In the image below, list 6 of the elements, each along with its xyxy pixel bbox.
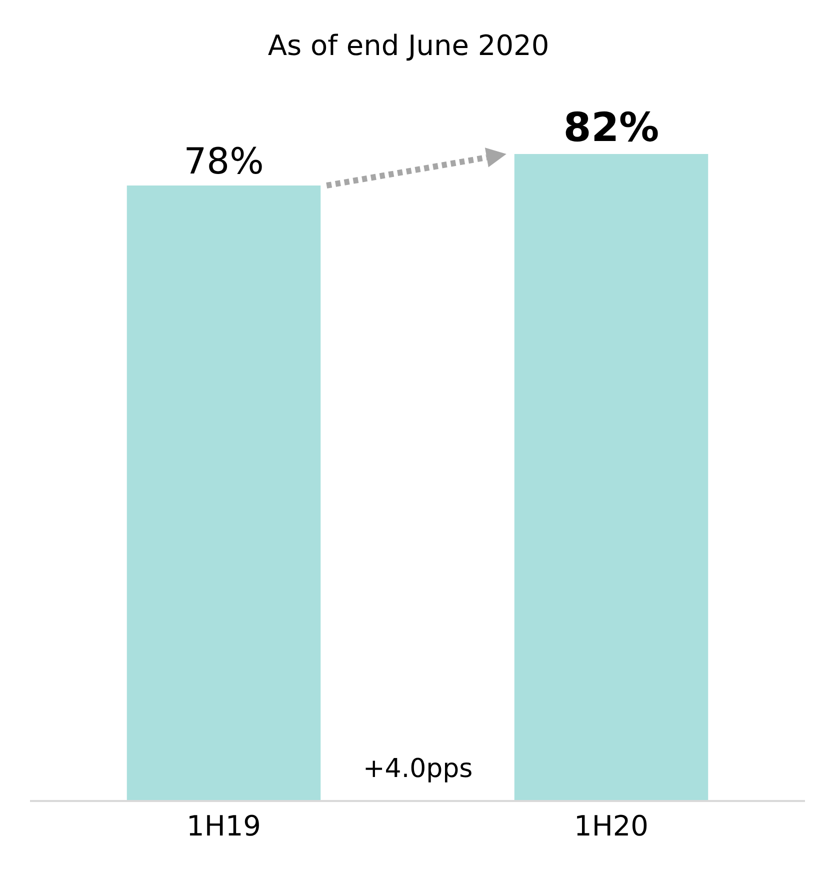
annotation: +4.0pps [363, 754, 473, 784]
x-tick-label: 1H20 [574, 810, 648, 843]
chart-title: As of end June 2020 [268, 28, 550, 62]
data-label: 78% [184, 142, 264, 183]
data-label: 82% [563, 105, 660, 151]
x-tick-label: 1H19 [186, 810, 261, 843]
